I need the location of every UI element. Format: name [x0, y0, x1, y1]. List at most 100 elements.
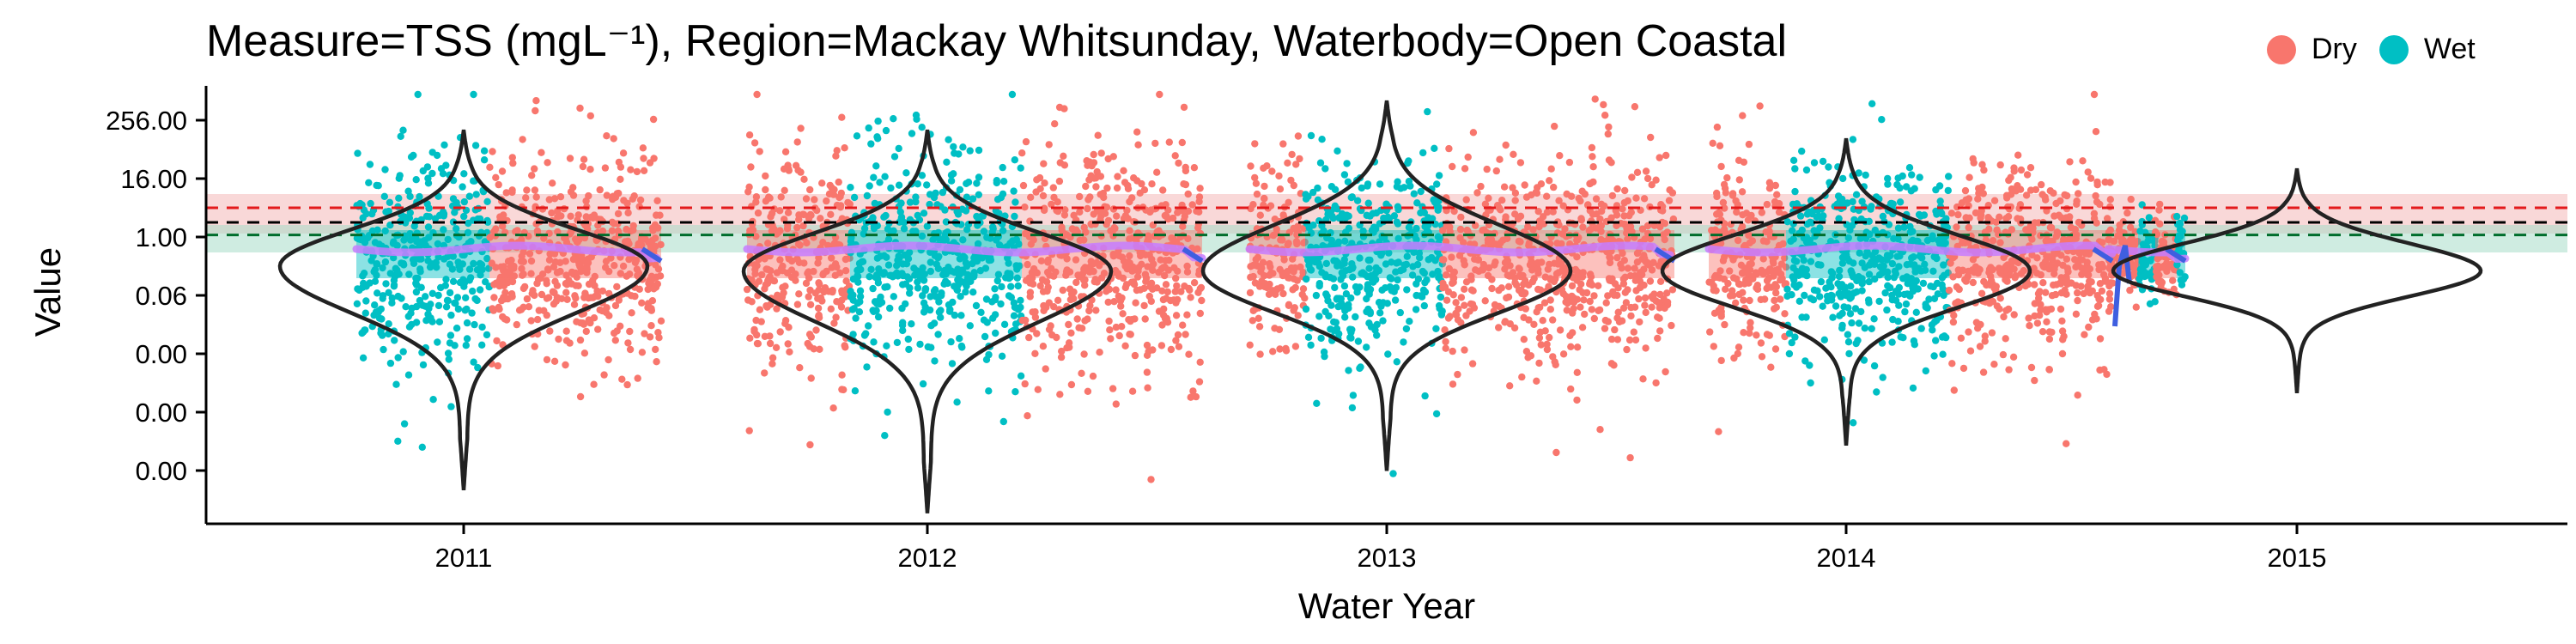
- data-point: [1127, 317, 1134, 325]
- data-point: [1396, 308, 1405, 317]
- data-point: [1580, 296, 1588, 304]
- data-point: [575, 260, 583, 269]
- data-point: [427, 301, 434, 308]
- data-point: [1040, 160, 1048, 167]
- data-point: [519, 270, 527, 278]
- data-point: [399, 348, 407, 355]
- data-point: [1723, 173, 1731, 182]
- data-point: [1084, 204, 1091, 213]
- data-point: [797, 125, 805, 132]
- data-point: [1157, 342, 1166, 349]
- data-point: [1246, 341, 1254, 349]
- data-point: [361, 309, 369, 317]
- data-point: [1801, 357, 1809, 365]
- data-point: [374, 182, 382, 190]
- data-point: [445, 355, 453, 363]
- data-point: [1162, 201, 1170, 209]
- data-point: [1126, 252, 1133, 260]
- data-point: [859, 258, 867, 265]
- data-point: [1540, 299, 1549, 307]
- data-point: [1935, 182, 1944, 190]
- data-point: [394, 354, 402, 361]
- data-point: [918, 172, 927, 179]
- data-point: [1256, 350, 1264, 358]
- data-point: [1720, 180, 1728, 189]
- data-point: [1011, 212, 1018, 221]
- data-point: [1115, 252, 1123, 259]
- data-point: [1276, 345, 1284, 353]
- data-point: [1966, 347, 1975, 355]
- data-point: [508, 293, 516, 301]
- data-point: [531, 343, 538, 350]
- data-point: [869, 284, 877, 293]
- data-point: [1013, 265, 1021, 273]
- data-point: [1844, 331, 1852, 338]
- data-point: [412, 279, 420, 288]
- data-point: [400, 420, 409, 428]
- data-point: [1625, 336, 1634, 344]
- data-point: [473, 266, 482, 274]
- data-point: [499, 222, 507, 230]
- data-point: [602, 264, 610, 271]
- data-point: [1605, 123, 1613, 131]
- data-point: [2026, 164, 2035, 172]
- data-point: [1828, 296, 1836, 304]
- data-point: [2079, 157, 2087, 165]
- data-point: [886, 304, 894, 313]
- data-point: [1988, 329, 1996, 337]
- data-point: [532, 106, 539, 115]
- data-point: [994, 270, 1003, 278]
- data-point: [991, 295, 999, 304]
- data-point: [1546, 177, 1553, 185]
- data-point: [1086, 301, 1094, 310]
- data-point: [602, 258, 611, 265]
- data-point: [1133, 273, 1142, 281]
- data-point: [1630, 328, 1638, 336]
- data-point: [624, 209, 632, 217]
- data-point: [533, 315, 542, 324]
- data-point: [1662, 368, 1669, 376]
- data-point: [1756, 102, 1764, 110]
- data-point: [1579, 223, 1587, 231]
- data-point: [1573, 396, 1581, 404]
- data-point: [1096, 349, 1103, 356]
- data-point: [556, 193, 565, 201]
- data-point: [1556, 326, 1564, 334]
- data-point: [1130, 174, 1138, 182]
- data-point: [770, 277, 779, 285]
- data-point: [2096, 335, 2105, 343]
- data-point: [449, 277, 458, 285]
- data-point: [746, 334, 754, 342]
- data-point: [1868, 325, 1875, 332]
- data-point: [1819, 157, 1827, 166]
- data-point: [827, 305, 835, 313]
- data-point: [444, 297, 452, 305]
- data-point: [1602, 299, 1610, 307]
- data-point: [1173, 282, 1181, 290]
- data-point: [2072, 178, 2080, 186]
- data-point: [1611, 325, 1619, 334]
- data-point: [391, 337, 398, 344]
- data-point: [1510, 150, 1517, 158]
- data-point: [1628, 173, 1636, 181]
- data-point: [1648, 181, 1656, 189]
- data-point: [556, 258, 564, 266]
- data-point: [608, 218, 617, 226]
- data-point: [924, 343, 933, 351]
- data-point: [830, 240, 838, 248]
- data-point: [1792, 283, 1801, 291]
- data-point: [1981, 332, 1989, 340]
- data-point: [1397, 185, 1405, 192]
- data-point: [2097, 295, 2105, 304]
- data-point: [634, 374, 641, 382]
- data-point: [446, 289, 454, 297]
- data-point: [1601, 112, 1609, 119]
- data-point: [416, 268, 424, 276]
- x-tick-label: 2011: [435, 543, 493, 573]
- data-point: [874, 135, 882, 143]
- data-point: [876, 179, 884, 186]
- data-point: [1050, 303, 1058, 311]
- data-point: [2180, 214, 2189, 222]
- data-point: [1601, 325, 1609, 332]
- data-point: [1419, 286, 1428, 294]
